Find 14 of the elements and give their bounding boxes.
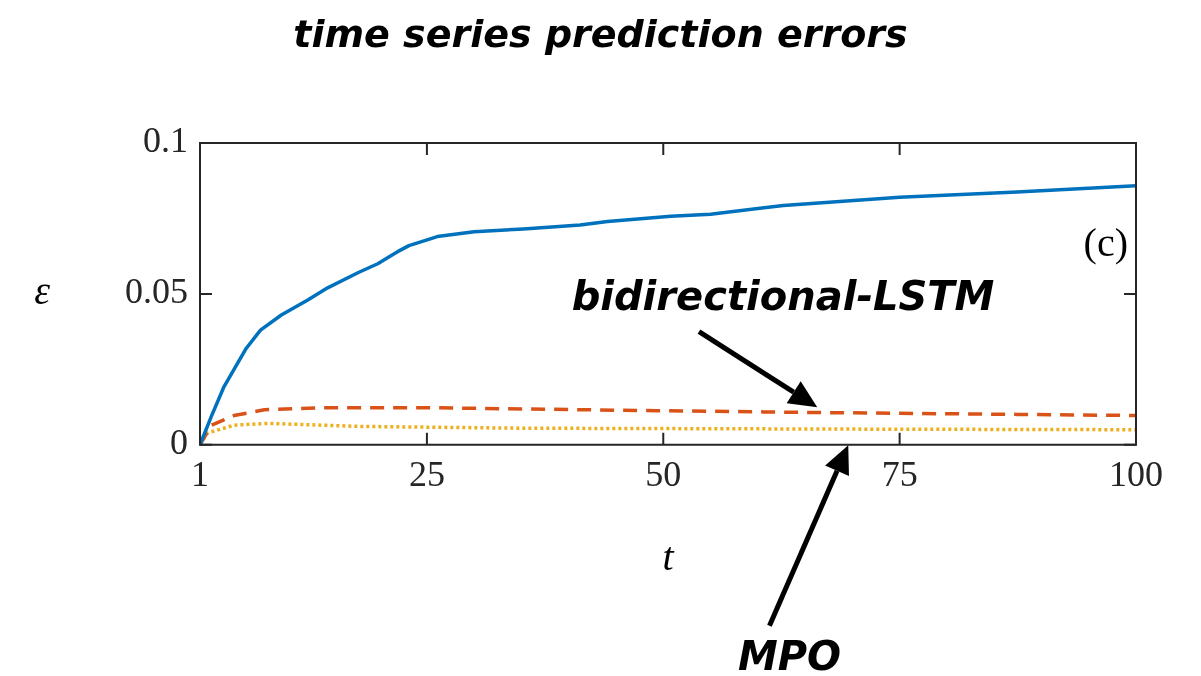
chart-title: time series prediction errors bbox=[292, 12, 909, 56]
y-tick-label: 0.1 bbox=[143, 120, 188, 161]
annotation: (c) bbox=[1083, 219, 1128, 265]
x-tick-label: 75 bbox=[881, 453, 918, 494]
text: MPO bbox=[737, 632, 842, 676]
x-tick-label: 100 bbox=[1109, 453, 1163, 494]
x-tick-label: 1 bbox=[191, 453, 209, 494]
y-tick-label: 0 bbox=[170, 422, 188, 463]
y-tick-label: 0.05 bbox=[125, 271, 188, 312]
y-axis-title: ε bbox=[34, 268, 51, 314]
annotation: bidirectional-LSTM bbox=[571, 272, 995, 319]
x-tick-label: 25 bbox=[408, 453, 445, 494]
x-axis-title: t bbox=[662, 534, 675, 580]
x-tick-label: 50 bbox=[645, 453, 682, 494]
